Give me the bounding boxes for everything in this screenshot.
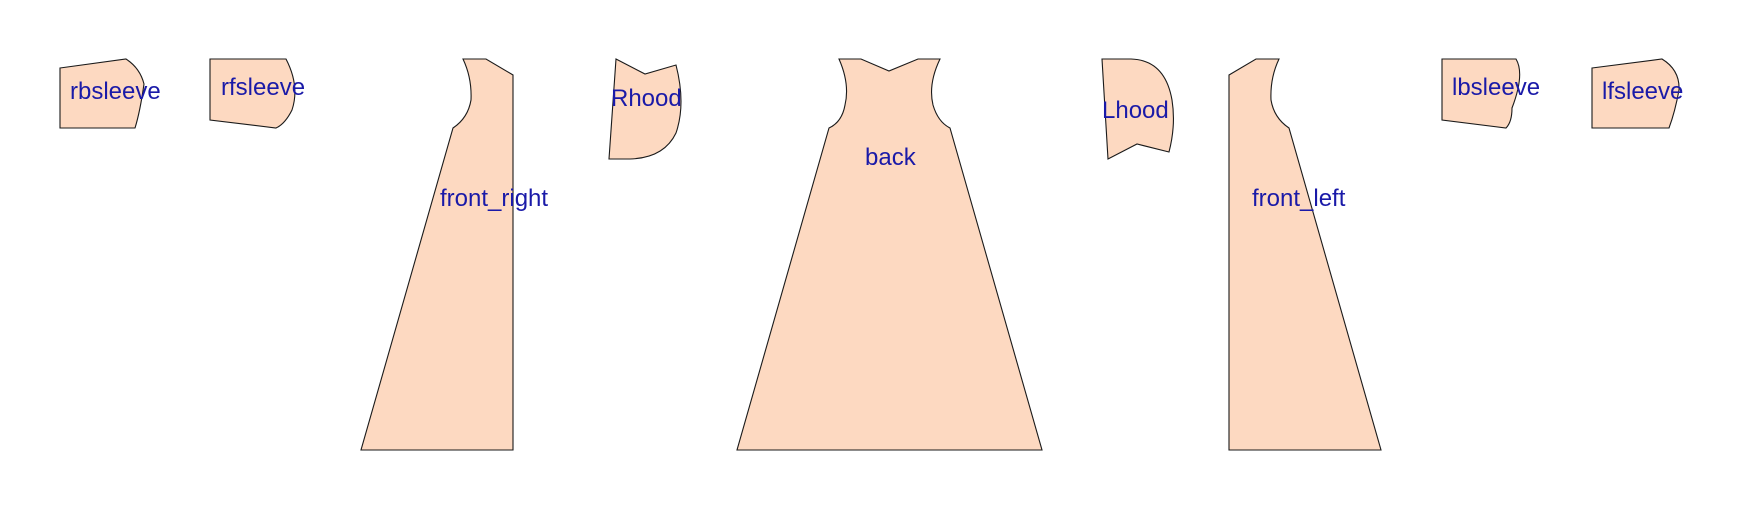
back-label: back <box>865 144 917 171</box>
rbsleeve-shape <box>59 58 145 129</box>
rhood-piece: Rhood <box>608 58 682 160</box>
lfsleeve-shape <box>1591 58 1680 129</box>
rfsleeve-label: rfsleeve <box>221 74 305 101</box>
rbsleeve-label: rbsleeve <box>70 78 161 105</box>
rfsleeve-shape <box>209 58 296 129</box>
lbsleeve-shape <box>1441 58 1521 129</box>
front-right-piece: front_right <box>360 58 548 451</box>
front-left-shape <box>1228 58 1382 451</box>
rhood-shape <box>608 58 682 160</box>
back-shape <box>736 58 1043 451</box>
front-right-shape <box>360 58 514 451</box>
back-piece: back <box>736 58 1043 451</box>
rfsleeve-piece: rfsleeve <box>209 58 305 129</box>
rbsleeve-piece: rbsleeve <box>59 58 161 129</box>
lhood-shape <box>1101 58 1175 160</box>
lbsleeve-piece: lbsleeve <box>1441 58 1540 129</box>
lfsleeve-piece: lfsleeve <box>1591 58 1683 129</box>
lhood-label: Lhood <box>1102 97 1169 124</box>
lbsleeve-label: lbsleeve <box>1452 74 1540 101</box>
front-left-piece: front_left <box>1228 58 1382 451</box>
lfsleeve-label: lfsleeve <box>1602 78 1683 105</box>
front-left-label: front_left <box>1252 185 1346 212</box>
lhood-piece: Lhood <box>1101 58 1175 160</box>
front-right-label: front_right <box>440 185 548 212</box>
rhood-label: Rhood <box>611 85 682 112</box>
